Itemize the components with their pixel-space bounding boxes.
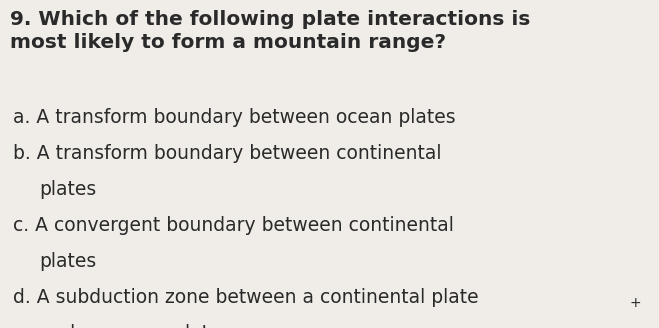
Text: and an ocean plate: and an ocean plate <box>40 324 220 328</box>
Text: a. A transform boundary between ocean plates: a. A transform boundary between ocean pl… <box>13 108 456 127</box>
Text: c. A convergent boundary between continental: c. A convergent boundary between contine… <box>13 216 454 235</box>
Text: 9. Which of the following plate interactions is
most likely to form a mountain r: 9. Which of the following plate interact… <box>10 10 530 52</box>
Text: b. A transform boundary between continental: b. A transform boundary between continen… <box>13 144 442 163</box>
Text: d. A subduction zone between a continental plate: d. A subduction zone between a continent… <box>13 288 479 307</box>
Text: +: + <box>629 296 641 310</box>
Text: plates: plates <box>40 180 97 199</box>
Text: plates: plates <box>40 252 97 271</box>
